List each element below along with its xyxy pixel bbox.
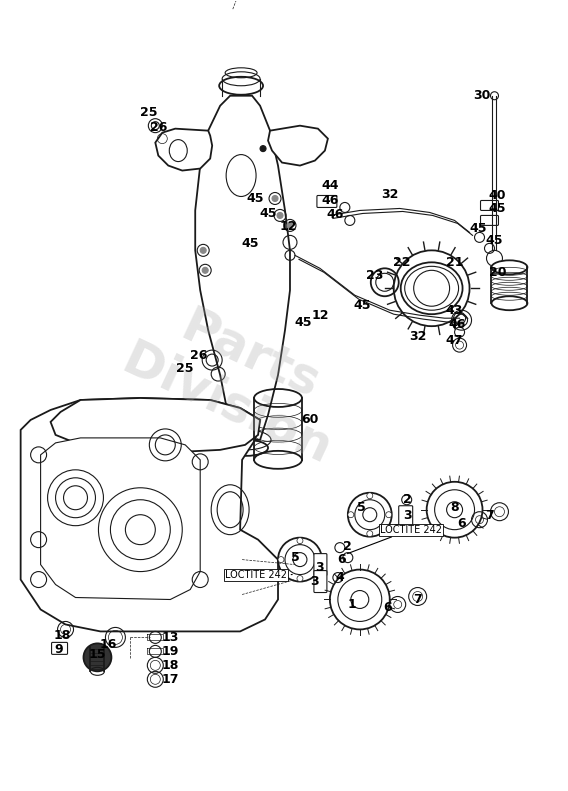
FancyBboxPatch shape xyxy=(52,642,68,654)
Circle shape xyxy=(272,195,278,202)
Circle shape xyxy=(278,557,284,562)
Text: 5: 5 xyxy=(357,501,366,514)
Text: 16: 16 xyxy=(100,638,117,651)
Text: 6: 6 xyxy=(337,553,346,566)
Text: 22: 22 xyxy=(393,255,411,269)
Circle shape xyxy=(200,248,206,253)
Text: 45: 45 xyxy=(470,222,487,235)
Text: 25: 25 xyxy=(140,106,157,119)
Text: 45: 45 xyxy=(247,192,264,205)
Polygon shape xyxy=(20,398,278,631)
Polygon shape xyxy=(268,126,328,165)
Text: 6: 6 xyxy=(391,523,400,536)
Text: 30: 30 xyxy=(473,89,490,102)
Text: 12: 12 xyxy=(311,308,329,322)
Text: 23: 23 xyxy=(366,269,383,282)
Text: 19: 19 xyxy=(161,645,179,658)
Text: 5: 5 xyxy=(291,551,299,564)
Circle shape xyxy=(277,213,283,218)
FancyBboxPatch shape xyxy=(317,195,337,207)
Text: 21: 21 xyxy=(446,255,463,269)
Circle shape xyxy=(367,493,373,499)
Text: LOCTITE 242: LOCTITE 242 xyxy=(225,570,292,580)
Text: 45: 45 xyxy=(294,316,312,329)
Ellipse shape xyxy=(491,260,528,274)
Text: 45: 45 xyxy=(259,207,277,220)
Text: 6: 6 xyxy=(457,517,466,530)
Text: 45: 45 xyxy=(241,237,259,250)
FancyBboxPatch shape xyxy=(399,505,413,530)
Polygon shape xyxy=(155,129,212,171)
Ellipse shape xyxy=(491,297,528,310)
Text: 12: 12 xyxy=(279,220,296,233)
Text: 45: 45 xyxy=(353,299,370,312)
Text: 13: 13 xyxy=(161,631,179,644)
Text: 2: 2 xyxy=(344,540,352,553)
Text: 2: 2 xyxy=(403,494,412,506)
Circle shape xyxy=(491,92,499,100)
Text: LOCTITE 242: LOCTITE 242 xyxy=(348,524,442,554)
Text: 18: 18 xyxy=(161,659,179,672)
Text: 47: 47 xyxy=(446,334,463,346)
Text: 43: 43 xyxy=(446,304,463,316)
Circle shape xyxy=(202,267,208,274)
Text: 60: 60 xyxy=(301,414,319,426)
Circle shape xyxy=(297,576,303,581)
FancyBboxPatch shape xyxy=(314,554,327,576)
Circle shape xyxy=(83,643,111,672)
Text: 6: 6 xyxy=(383,601,392,614)
Text: 45: 45 xyxy=(486,234,503,247)
Circle shape xyxy=(287,222,293,229)
Text: 26: 26 xyxy=(149,121,167,134)
Text: 17: 17 xyxy=(161,673,179,686)
Text: 9: 9 xyxy=(54,643,63,656)
Text: 20: 20 xyxy=(488,266,506,278)
Text: 26: 26 xyxy=(190,349,207,361)
Polygon shape xyxy=(195,96,290,440)
Text: 3: 3 xyxy=(311,575,319,588)
Text: 32: 32 xyxy=(381,188,398,201)
Text: Parts
Division: Parts Division xyxy=(115,285,363,475)
Circle shape xyxy=(297,538,303,543)
Text: 32: 32 xyxy=(409,330,427,343)
Text: 25: 25 xyxy=(177,361,194,375)
Text: 46: 46 xyxy=(321,194,339,207)
Text: 3: 3 xyxy=(316,561,324,574)
Text: 1: 1 xyxy=(348,598,356,611)
FancyBboxPatch shape xyxy=(481,200,499,210)
Text: 44: 44 xyxy=(321,179,339,192)
Text: 40: 40 xyxy=(488,189,506,202)
Text: 46: 46 xyxy=(449,318,466,331)
Text: 18: 18 xyxy=(54,629,71,642)
Circle shape xyxy=(316,557,322,562)
Circle shape xyxy=(260,146,266,152)
Text: 15: 15 xyxy=(89,648,106,660)
Text: 8: 8 xyxy=(450,501,459,514)
Text: 3: 3 xyxy=(403,509,412,522)
Text: 45: 45 xyxy=(488,202,506,215)
Circle shape xyxy=(367,531,373,536)
Text: 4: 4 xyxy=(336,571,344,584)
FancyBboxPatch shape xyxy=(314,570,327,592)
Polygon shape xyxy=(51,398,260,452)
Polygon shape xyxy=(40,438,200,600)
Circle shape xyxy=(386,512,392,517)
Circle shape xyxy=(348,512,354,517)
Text: 46: 46 xyxy=(326,208,344,221)
FancyBboxPatch shape xyxy=(481,215,499,225)
Text: 7: 7 xyxy=(485,509,494,522)
Text: 7: 7 xyxy=(414,593,422,606)
